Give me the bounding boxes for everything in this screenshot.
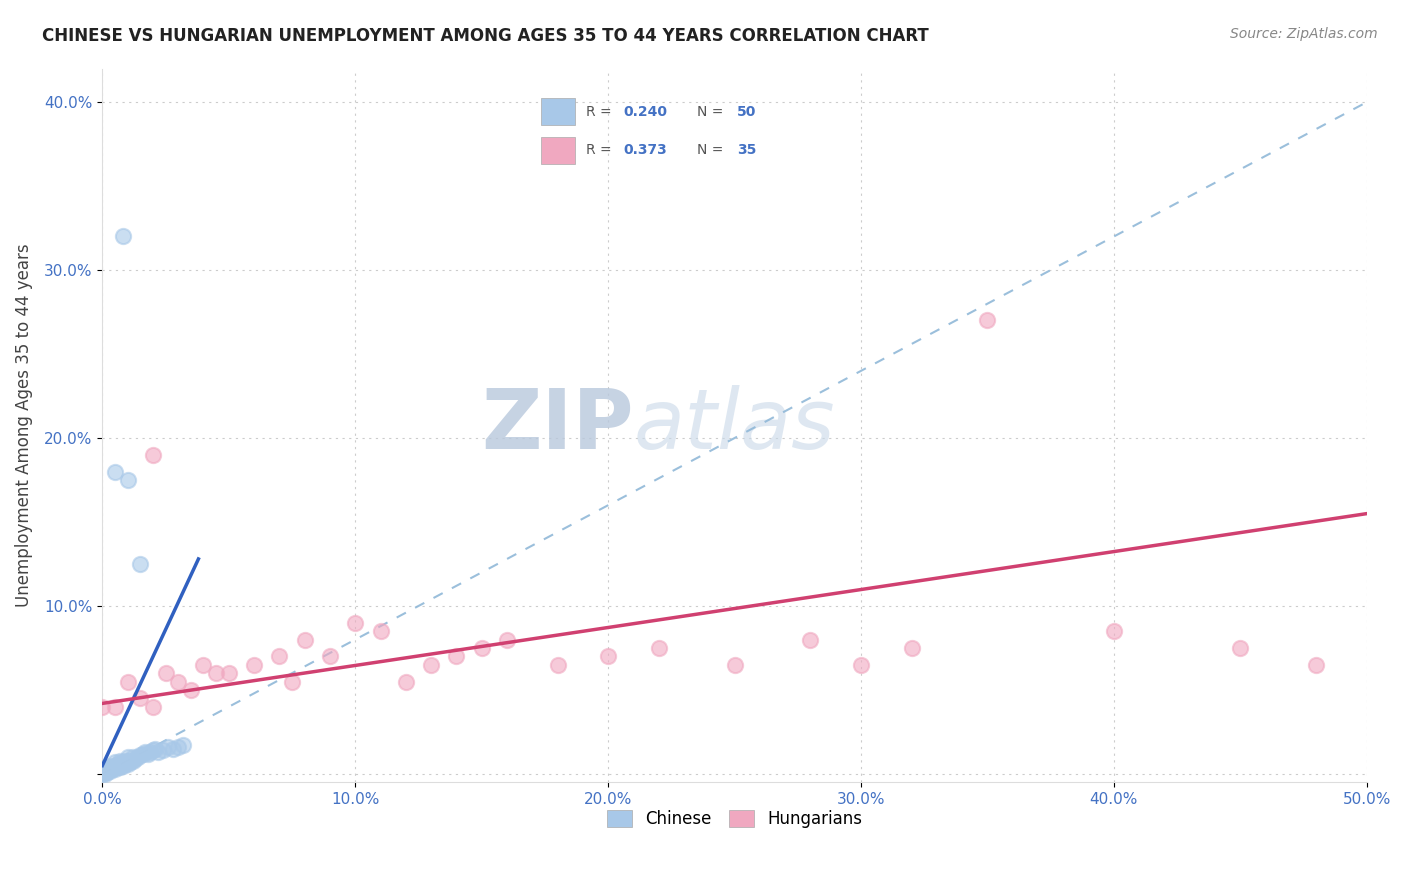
Point (136, 747, 159, 761)
Text: atlas: atlas (634, 385, 835, 466)
Point (98, 758, 121, 772)
Point (111, 755, 134, 769)
Point (157, 740, 180, 755)
Point (146, 745, 169, 759)
Point (91, 767, 114, 781)
Point (104, 465, 127, 479)
Point (134, 745, 156, 759)
Point (132, 747, 155, 761)
Point (1305, 657, 1327, 672)
Point (117, 674, 139, 689)
Point (172, 739, 194, 753)
Point (420, 657, 443, 672)
Point (127, 750, 149, 764)
Point (101, 760, 124, 774)
Point (647, 640, 669, 655)
Point (96, 764, 118, 778)
Point (218, 666, 240, 681)
Point (723, 657, 745, 672)
Point (205, 666, 228, 681)
Point (142, 448, 165, 462)
Point (94, 762, 117, 776)
Point (598, 649, 620, 664)
Point (976, 313, 998, 327)
Point (121, 750, 143, 764)
Point (446, 649, 468, 664)
Point (91, 699, 114, 714)
Point (900, 640, 922, 655)
Point (142, 699, 165, 714)
Point (1229, 640, 1251, 655)
Point (281, 674, 304, 689)
Point (152, 743, 174, 757)
Point (94, 767, 117, 781)
Point (370, 624, 392, 639)
Point (117, 754, 139, 768)
Point (319, 649, 342, 664)
Point (129, 748, 152, 763)
Point (395, 674, 418, 689)
Point (108, 756, 131, 771)
Point (96, 765, 118, 780)
Point (294, 632, 316, 647)
Point (496, 632, 519, 647)
Point (94, 764, 117, 778)
Point (121, 754, 143, 768)
Point (117, 750, 139, 764)
Point (96, 760, 118, 774)
Point (107, 760, 129, 774)
Point (114, 756, 136, 771)
Point (91, 765, 114, 780)
Point (269, 649, 291, 664)
Point (547, 657, 569, 672)
Point (243, 657, 266, 672)
Point (167, 740, 190, 755)
Point (162, 741, 184, 756)
Point (142, 743, 165, 757)
Point (104, 699, 127, 714)
Point (104, 755, 127, 769)
Text: ZIP: ZIP (481, 385, 634, 466)
Text: Source: ZipAtlas.com: Source: ZipAtlas.com (1230, 27, 1378, 41)
Y-axis label: Unemployment Among Ages 35 to 44 years: Unemployment Among Ages 35 to 44 years (15, 244, 32, 607)
Point (117, 756, 139, 771)
Point (108, 760, 131, 774)
Point (101, 762, 124, 776)
Point (799, 632, 821, 647)
Point (145, 741, 167, 756)
Point (104, 758, 127, 772)
Point (129, 691, 152, 706)
Point (344, 615, 367, 630)
Point (124, 752, 146, 766)
Point (129, 557, 152, 571)
Point (111, 229, 134, 244)
Point (114, 754, 136, 768)
Point (117, 473, 139, 487)
Point (139, 745, 162, 759)
Point (180, 683, 202, 698)
Point (107, 756, 129, 771)
Point (1102, 624, 1125, 639)
Point (849, 657, 872, 672)
Text: CHINESE VS HUNGARIAN UNEMPLOYMENT AMONG AGES 35 TO 44 YEARS CORRELATION CHART: CHINESE VS HUNGARIAN UNEMPLOYMENT AMONG … (42, 27, 929, 45)
Point (108, 754, 131, 768)
Point (111, 758, 134, 772)
Point (98, 764, 121, 778)
Point (104, 762, 127, 776)
Point (471, 640, 494, 655)
Point (98, 762, 121, 776)
Point (155, 666, 177, 681)
Point (193, 657, 215, 672)
Point (120, 755, 142, 769)
Legend: Chinese, Hungarians: Chinese, Hungarians (600, 803, 869, 835)
Point (167, 674, 190, 689)
